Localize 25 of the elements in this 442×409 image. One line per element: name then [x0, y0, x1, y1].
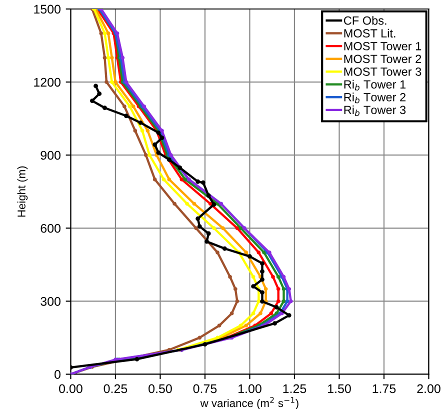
y-tick-label: 300	[40, 296, 61, 306]
x-tick-label: 1.25	[283, 384, 306, 394]
legend-label: Ri$_{b}$ Tower 1	[344, 80, 406, 91]
legend-label: CF Obs.	[344, 16, 386, 25]
x-tick-label: 0.00	[59, 384, 82, 394]
legend-label: Ri$_{b}$ Tower 3	[344, 105, 406, 116]
y-axis-title: Height (m)	[17, 166, 28, 217]
legend-label: MOST Lit.	[344, 28, 396, 38]
legend-label: Ri$_{b}$ Tower 2	[344, 92, 406, 104]
legend-label: MOST Tower 3	[344, 67, 422, 76]
x-tick-label: 0.75	[193, 384, 217, 394]
y-tick-label: 900	[40, 150, 61, 160]
x-tick-label: 0.50	[148, 384, 172, 394]
y-tick-label: 600	[40, 224, 61, 233]
y-tick-label: 0	[54, 370, 61, 379]
legend-label: MOST Tower 2	[344, 54, 422, 64]
y-tick-label: 1500	[34, 4, 61, 14]
x-axis-title: w variance (m$^{2}$ s$^{−1}$)	[200, 397, 298, 409]
legend-label: MOST Tower 1	[344, 42, 422, 50]
x-tick-label: 1.50	[328, 384, 351, 394]
x-tick-label: 1.75	[372, 384, 396, 394]
x-tick-label: 0.25	[104, 384, 128, 394]
x-tick-label: 2.00	[417, 384, 440, 394]
x-tick-label: 1.00	[238, 384, 262, 394]
y-tick-label: 1200	[34, 78, 61, 87]
